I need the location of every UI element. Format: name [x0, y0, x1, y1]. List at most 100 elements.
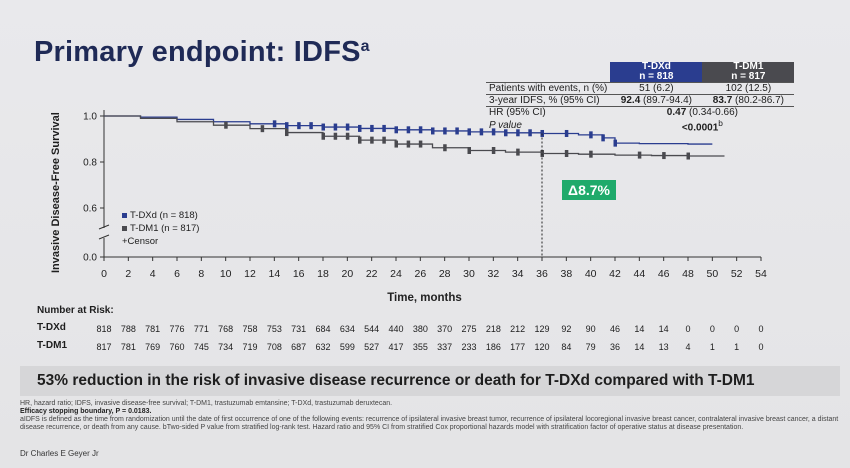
- x-tick-label: 16: [293, 268, 305, 280]
- stat-hr-value: 0.47 (0.34-0.66): [610, 106, 795, 118]
- nar-value-tdm1: 781: [120, 342, 136, 352]
- x-tick-label: 42: [609, 268, 621, 280]
- censor-mark-tdm1: [285, 129, 289, 137]
- x-tick-label: 0: [101, 268, 107, 280]
- censor-mark-tdxd: [479, 128, 484, 136]
- censor-mark-tdxd: [297, 122, 301, 130]
- x-tick-label: 2: [125, 268, 131, 280]
- nar-value-tdxd: 544: [364, 324, 380, 334]
- nar-value-tdxd: 218: [485, 324, 501, 334]
- x-tick-label: 36: [536, 268, 548, 280]
- nar-value-tdm1: 527: [364, 342, 380, 352]
- nar-value-tdxd: 634: [339, 324, 355, 334]
- censor-mark-tdxd: [601, 134, 605, 142]
- hazard-ratio-table: T-DXd n = 818 T-DM1 n = 817 Patients with …: [486, 62, 795, 133]
- footnote-idfs-definition: aIDFS is defined as the time from random…: [20, 416, 839, 431]
- censor-mark-tdm1: [589, 150, 593, 158]
- censor-mark-tdm1: [443, 144, 447, 152]
- nar-value-tdxd: 0: [685, 324, 691, 334]
- x-tick-label: 22: [366, 268, 378, 280]
- censor-mark-tdxd: [491, 128, 496, 136]
- x-tick-label: 10: [220, 268, 232, 280]
- delta-badge: Δ8.7%: [562, 180, 616, 200]
- stat-idfs-tdm1: 83.7 (80.2-86.7): [702, 94, 795, 107]
- nar-value-tdm1: 734: [218, 342, 234, 352]
- header-tdm1: T-DM1 n = 817: [702, 62, 795, 83]
- nar-value-tdm1: 233: [461, 342, 477, 352]
- censor-mark-tdm1: [333, 132, 338, 140]
- nar-value-tdm1: 599: [339, 342, 355, 352]
- nar-value-tdm1: 1: [709, 342, 715, 352]
- y-axis-break-mark: [98, 224, 110, 230]
- x-axis-label: Time, months: [387, 292, 462, 304]
- x-tick-label: 28: [439, 268, 451, 280]
- stat-label-pvalue: P value: [489, 120, 522, 132]
- nar-value-tdm1: 760: [169, 342, 185, 352]
- x-tick-label: 46: [658, 268, 670, 280]
- nar-value-tdm1: 687: [291, 342, 307, 352]
- nar-value-tdxd: 14: [634, 324, 645, 334]
- nar-value-tdxd: 212: [510, 324, 526, 334]
- x-tick-label: 54: [755, 268, 767, 280]
- x-tick-label: 8: [198, 268, 204, 280]
- nar-value-tdxd: 758: [242, 324, 258, 334]
- censor-mark-tdxd: [431, 127, 435, 135]
- censor-mark-tdm1: [491, 147, 496, 154]
- legend-item-tdm1: T-DM1 (n = 817): [122, 222, 199, 235]
- nar-value-tdm1: 0: [758, 342, 764, 352]
- censor-mark-tdxd: [528, 129, 532, 137]
- y-axis-label: Invasive Disease-Free Survival: [50, 112, 62, 273]
- censor-mark-tdm1: [662, 152, 666, 160]
- series-line-tdm1: [104, 115, 725, 157]
- stat-events-tdxd: 51 (6.2): [610, 82, 703, 95]
- x-tick-label: 34: [512, 268, 524, 280]
- y-axis-break-mark: [98, 234, 110, 240]
- censor-mark-tdxd: [309, 122, 313, 130]
- censor-mark-tdxd: [285, 122, 289, 130]
- x-tick-label: 24: [390, 268, 402, 280]
- stat-label-hr: HR (95% CI): [486, 106, 611, 118]
- censor-mark-tdm1: [516, 148, 520, 156]
- censor-mark-tdm1: [686, 152, 690, 160]
- censor-mark-tdm1: [406, 140, 411, 148]
- x-tick-label: 38: [560, 268, 572, 280]
- censor-mark-tdxd: [406, 126, 411, 134]
- x-tick-label: 40: [585, 268, 597, 280]
- x-tick-label: 52: [731, 268, 743, 280]
- censor-mark-tdxd: [467, 128, 471, 136]
- x-tick-label: 6: [174, 268, 180, 280]
- censor-mark-tdm1: [345, 132, 350, 140]
- censor-mark-tdxd: [333, 123, 338, 131]
- nar-value-tdxd: 129: [534, 324, 550, 334]
- nar-value-tdm1: 120: [534, 342, 550, 352]
- x-tick-label: 48: [682, 268, 694, 280]
- nar-value-tdxd: 781: [145, 324, 161, 334]
- censor-mark-tdm1: [382, 136, 386, 144]
- slide-title: Primary endpoint: IDFSa: [34, 36, 370, 68]
- x-tick-label: 26: [414, 268, 426, 280]
- censor-mark-tdxd: [394, 126, 398, 134]
- nar-value-tdm1: 4: [685, 342, 691, 352]
- nar-value-tdxd: 92: [561, 324, 572, 334]
- stat-label-events: Patients with events, n (%): [486, 82, 611, 95]
- presenter: Dr Charles E Geyer Jr: [20, 449, 99, 458]
- nar-label-tdxd: T-DXd: [37, 322, 66, 333]
- censor-mark-tdm1: [370, 136, 374, 144]
- nar-value-tdxd: 380: [412, 324, 428, 334]
- nar-value-tdm1: 337: [437, 342, 453, 352]
- nar-value-tdm1: 84: [561, 342, 572, 352]
- footnote-efficacy: Efficacy stopping boundary, P = 0.0183.: [20, 408, 152, 415]
- nar-value-tdm1: 719: [242, 342, 258, 352]
- censor-mark-tdxd: [345, 123, 350, 131]
- nar-value-tdm1: 708: [266, 342, 282, 352]
- nar-value-tdxd: 818: [96, 324, 112, 334]
- y-tick-label: 0.6: [83, 204, 97, 215]
- censor-mark-tdxd: [382, 124, 386, 132]
- nar-value-tdm1: 14: [634, 342, 645, 352]
- censor-mark-tdxd: [418, 126, 423, 134]
- stat-events-tdm1: 102 (12.5): [702, 82, 795, 95]
- nar-value-tdm1: 36: [609, 342, 621, 352]
- y-tick-label: 1.0: [83, 112, 97, 123]
- x-tick-label: 50: [706, 268, 718, 280]
